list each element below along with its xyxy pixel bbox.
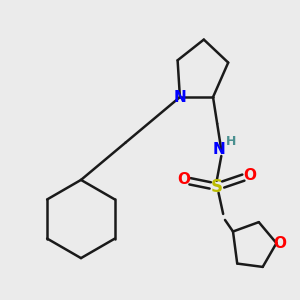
Text: O: O	[243, 168, 256, 183]
Text: H: H	[226, 135, 237, 148]
Text: N: N	[173, 90, 186, 105]
Text: O: O	[274, 236, 286, 250]
Text: N: N	[213, 142, 225, 158]
Text: O: O	[177, 172, 190, 188]
Text: S: S	[211, 178, 223, 196]
